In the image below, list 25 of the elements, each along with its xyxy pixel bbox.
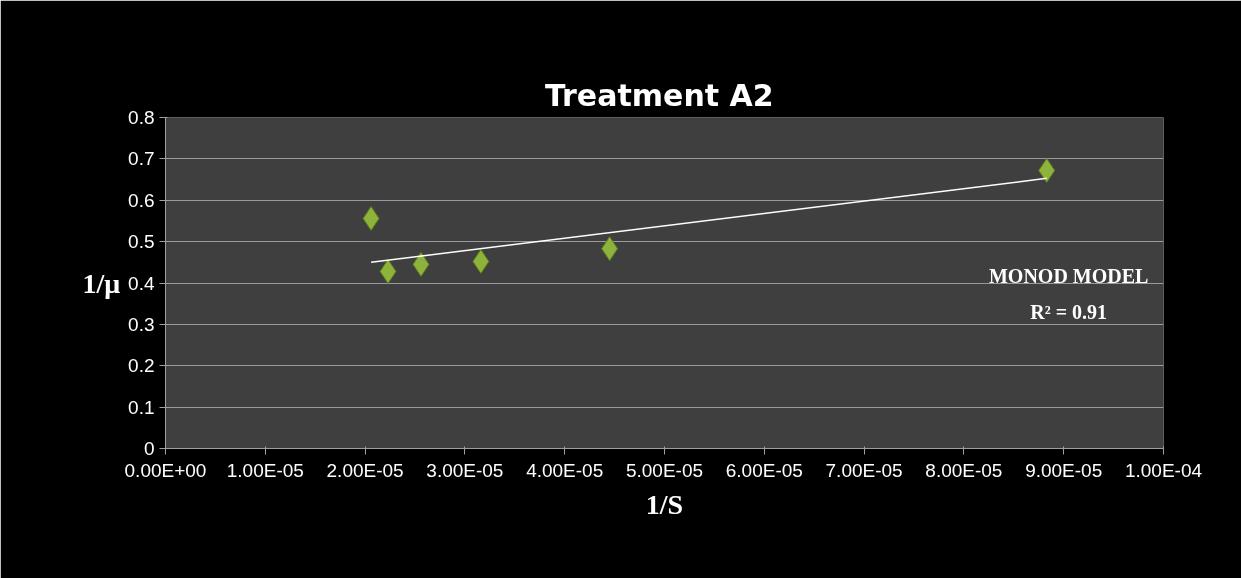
x-axis-title: 1/S <box>645 488 684 520</box>
y-tick-label: 0.3 <box>128 313 155 335</box>
annotation: MONOD MODEL <box>988 264 1149 287</box>
y-tick-label: 0.2 <box>128 355 155 377</box>
x-tick-label: 1.00E-05 <box>226 459 304 481</box>
y-tick-label: 0 <box>143 438 155 459</box>
x-tick-label: 5.00E-05 <box>625 459 704 481</box>
y-tick-label: 0.6 <box>128 189 155 211</box>
x-tick-label: 4.00E-05 <box>526 459 604 481</box>
y-axis-title: 1/μ <box>82 267 121 299</box>
y-tick-label: 0.1 <box>128 396 155 418</box>
y-tick-label: 0.8 <box>128 107 155 128</box>
x-tick-label: 6.00E-05 <box>725 459 803 481</box>
chart-title: Treatment A2 <box>544 77 774 113</box>
annotation: R² = 0.91 <box>1030 300 1108 323</box>
x-tick-label: 0.00E+00 <box>124 459 207 481</box>
x-tick-label: 1.00E-04 <box>1124 459 1203 481</box>
x-tick-label: 9.00E-05 <box>1025 459 1103 481</box>
x-tick-label: 8.00E-05 <box>925 459 1003 481</box>
y-tick-label: 0.7 <box>128 148 155 170</box>
y-tick-label: 0.4 <box>128 272 155 294</box>
x-tick-label: 2.00E-05 <box>326 459 404 481</box>
y-tick-label: 0.5 <box>128 231 155 253</box>
x-tick-label: 7.00E-05 <box>825 459 903 481</box>
x-tick-label: 3.00E-05 <box>426 459 504 481</box>
